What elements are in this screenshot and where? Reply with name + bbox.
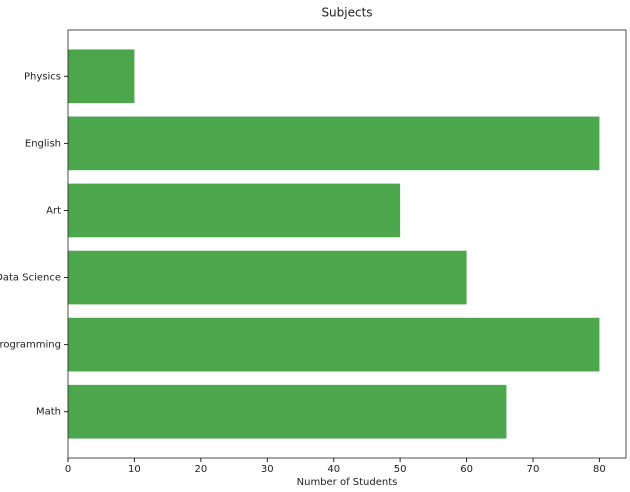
y-tick-label: Data Science xyxy=(0,273,61,284)
bar xyxy=(68,317,600,372)
bar xyxy=(68,384,507,439)
x-tick-label: 30 xyxy=(261,464,274,475)
y-tick-label: English xyxy=(25,138,61,149)
x-tick-label: 80 xyxy=(593,464,606,475)
bar xyxy=(68,116,600,171)
plot-frame xyxy=(67,29,627,459)
x-tick-label: 70 xyxy=(527,464,540,475)
y-tick-label: Math xyxy=(36,407,61,418)
y-tick-label: Programming xyxy=(0,340,61,351)
bar xyxy=(68,49,135,104)
y-tick-label: Art xyxy=(46,205,61,216)
bar xyxy=(68,183,401,238)
x-tick-label: 20 xyxy=(194,464,207,475)
chart-title: Subjects xyxy=(321,6,372,20)
x-tick-label: 40 xyxy=(327,464,340,475)
x-tick-label: 0 xyxy=(65,464,71,475)
x-tick-label: 60 xyxy=(460,464,473,475)
x-tick-label: 50 xyxy=(394,464,407,475)
bar xyxy=(68,250,467,305)
y-tick-label: Physics xyxy=(24,71,61,82)
x-axis-label: Number of Students xyxy=(297,477,398,488)
x-tick-label: 10 xyxy=(128,464,141,475)
